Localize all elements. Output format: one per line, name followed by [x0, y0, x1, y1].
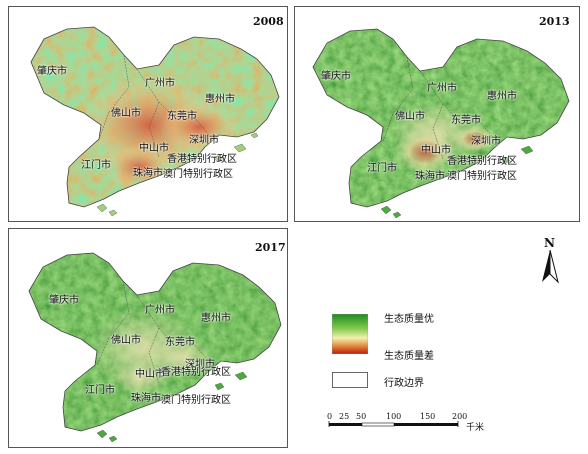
city-label-shenzhen: 深圳市	[185, 359, 215, 370]
year-label: 2008	[253, 15, 284, 28]
city-label-zhaoqing: 肇庆市	[49, 295, 79, 306]
city-label-macau: 澳门特别行政区	[163, 169, 233, 180]
city-label-jiangmen: 江门市	[81, 160, 111, 171]
city-label-zhongshan: 中山市	[421, 145, 451, 156]
city-label-macau: 澳门特别行政区	[447, 171, 517, 182]
city-label-guangzhou: 广州市	[427, 83, 457, 94]
city-label-hongkong: 香港特别行政区	[161, 367, 231, 378]
city-label-hongkong: 香港特别行政区	[447, 156, 517, 167]
city-label-huizhou: 惠州市	[205, 94, 235, 105]
city-label-zhuhai: 珠海市	[131, 393, 161, 404]
scale-tick-0: 0	[327, 412, 333, 421]
city-label-guangzhou: 广州市	[145, 78, 175, 89]
map-panel-2017: 2017 肇庆市 广州市 惠州市 佛山市 东莞市 深圳市 中山市 香港特别行政区…	[8, 228, 288, 448]
scale-tick-25: 25	[339, 412, 350, 421]
city-label-shenzhen: 深圳市	[189, 135, 219, 146]
scale-tick-150: 150	[420, 412, 436, 421]
city-label-dongguan: 东莞市	[167, 111, 197, 122]
city-label-jiangmen: 江门市	[85, 385, 115, 396]
city-label-zhuhai: 珠海市	[133, 168, 163, 179]
legend-label-boundary: 行政边界	[384, 378, 424, 389]
legend-label-poor: 生态质量差	[384, 351, 434, 362]
year-label: 2013	[539, 15, 570, 28]
map-2013	[312, 28, 570, 219]
year-label: 2017	[255, 241, 286, 254]
legend-gradient	[332, 314, 368, 354]
map-2008	[30, 26, 280, 217]
city-label-foshan: 佛山市	[111, 108, 141, 119]
city-label-guangzhou: 广州市	[145, 305, 175, 316]
city-label-huizhou: 惠州市	[201, 313, 231, 324]
scale-bar	[328, 421, 459, 427]
city-label-zhaoqing: 肇庆市	[37, 66, 67, 77]
city-label-shenzhen: 深圳市	[471, 136, 501, 147]
city-label-foshan: 佛山市	[111, 335, 141, 346]
legend-boundary-swatch	[332, 372, 368, 388]
scale-tick-50: 50	[356, 412, 367, 421]
map-panel-2013: 2013 肇庆市 广州市 惠州市 佛山市 东莞市 深圳市 中山市 香港特别行政区…	[294, 6, 580, 222]
scale-tick-200: 200	[452, 412, 468, 421]
city-label-macau: 澳门特别行政区	[161, 395, 231, 406]
city-label-dongguan: 东莞市	[451, 115, 481, 126]
legend-label-good: 生态质量优	[384, 314, 434, 325]
city-label-dongguan: 东莞市	[165, 337, 195, 348]
map-2017	[28, 252, 282, 443]
city-label-zhongshan: 中山市	[135, 369, 165, 380]
city-label-foshan: 佛山市	[395, 111, 425, 122]
city-label-zhongshan: 中山市	[139, 143, 169, 154]
scale-tick-100: 100	[386, 412, 402, 421]
city-label-huizhou: 惠州市	[487, 91, 517, 102]
city-label-jiangmen: 江门市	[367, 163, 397, 174]
map-panel-2008: 2008 肇庆市 广州市 惠州市 佛山市 东莞市 深圳市 中山市 香港特别行政区…	[8, 6, 288, 222]
city-label-zhuhai: 珠海市	[415, 171, 445, 182]
north-label: N	[544, 236, 555, 250]
north-arrow-icon	[542, 250, 559, 284]
scale-unit: 千米	[466, 423, 485, 433]
city-label-hongkong: 香港特别行政区	[167, 154, 237, 165]
city-label-zhaoqing: 肇庆市	[321, 71, 351, 82]
